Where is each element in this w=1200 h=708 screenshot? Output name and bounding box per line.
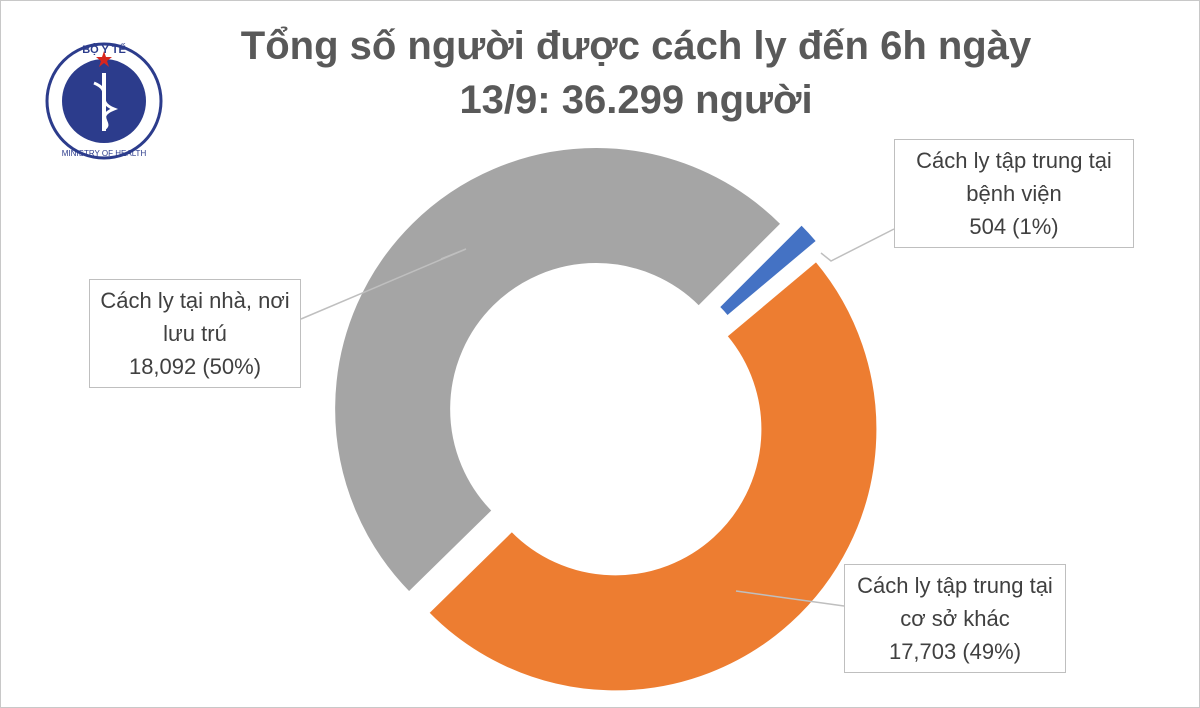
- donut-slice: [426, 259, 879, 693]
- logo-top: BỘ Y TẾ: [82, 43, 126, 56]
- leader-lines: [300, 228, 895, 607]
- label-box: Cách ly tập trung tại cơ sở khác 17,703 …: [844, 564, 1066, 673]
- value-label: 17,703 (49%): [888, 639, 1022, 664]
- category-label: Cách ly tập trung tại cơ sở khác: [857, 573, 1053, 631]
- label-box: Cách ly tập trung tại bệnh viện 504 (1%): [894, 139, 1134, 248]
- logo-bottom: MINISTRY OF HEALTH: [62, 149, 147, 158]
- donut-slice: [717, 222, 819, 318]
- chart-title: Tổng số người được cách ly đến 6h ngày 1…: [240, 24, 1032, 122]
- category-label: Cách ly tại nhà, nơi lưu trú: [100, 288, 290, 346]
- category-label: Cách ly tập trung tại bệnh viện: [916, 148, 1112, 206]
- value-label: 504 (1%): [969, 214, 1059, 239]
- value-label: 18,092 (50%): [128, 354, 262, 379]
- label-box: Cách ly tại nhà, nơi lưu trú 18,092 (50%…: [89, 279, 301, 388]
- logo: BỘ Y TẾ MINISTRY OF HEALTH: [45, 42, 163, 160]
- donut-slice: [333, 146, 783, 594]
